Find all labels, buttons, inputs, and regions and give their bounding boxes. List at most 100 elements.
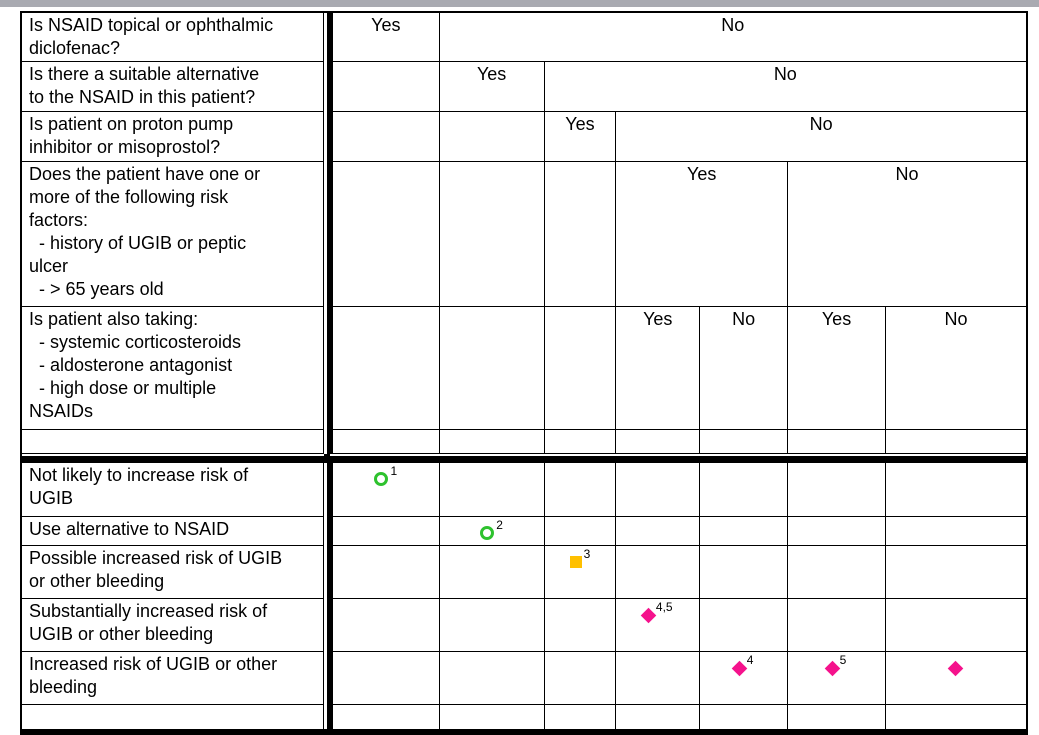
grid-cell-empty [327, 704, 440, 733]
marker-superscript: 4,5 [655, 600, 673, 615]
vertical-section-divider [323, 545, 331, 599]
outcome-row-4: Substantially increased risk of UGIB or … [20, 598, 1028, 652]
grid-cell-empty [327, 161, 440, 307]
question-row-3: Is patient on proton pump inhibitor or m… [20, 111, 1028, 162]
answer-no-cell: No [787, 161, 1028, 307]
grid-cell-empty [327, 111, 440, 162]
grid-cell-empty [543, 459, 617, 517]
diamond-marker-icon [640, 607, 657, 624]
grid-cell-empty [438, 459, 545, 517]
marker-cell: 5 [787, 651, 886, 705]
nsaid-ugib-decision-table: Is NSAID topical or ophthalmic diclofena… [20, 11, 1028, 735]
marker-superscript: 5 [839, 653, 847, 668]
answer-yes-cell: Yes [787, 306, 886, 430]
answer-no-cell: No [615, 111, 1028, 162]
grid-cell-empty [438, 704, 545, 733]
grid-cell-empty [438, 545, 545, 599]
vertical-section-divider [323, 61, 331, 112]
question-text: Is patient also taking: - systemic corti… [20, 306, 325, 430]
outcome-row-2: Use alternative to NSAID 2 [20, 516, 1028, 546]
grid-cell-empty [327, 429, 440, 454]
grid-cell-empty [699, 459, 789, 517]
answer-no-cell: No [699, 306, 789, 430]
question-text: Is there a suitable alternative to the N… [20, 61, 325, 112]
grid-cell-empty [438, 306, 545, 430]
outcome-label: Possible increased risk of UGIB or other… [20, 545, 325, 599]
grid-cell-empty [615, 459, 701, 517]
grid-cell-empty [327, 651, 440, 705]
answer-no-cell: No [885, 306, 1028, 430]
circle-marker-icon [480, 526, 495, 541]
grid-cell-empty [438, 429, 545, 454]
grid-cell-empty [787, 459, 886, 517]
vertical-section-divider [323, 429, 331, 454]
marker-cell: 4 [699, 651, 789, 705]
spacer-row [20, 704, 1028, 733]
marker-cell: 2 [438, 516, 545, 546]
diamond-marker-icon [947, 660, 963, 677]
spacer-row [20, 429, 1028, 454]
answer-no-cell: No [438, 11, 1028, 62]
outcome-row-5: Increased risk of UGIB or other bleeding… [20, 651, 1028, 705]
marker-cell [885, 651, 1028, 705]
outcome-label: Not likely to increase risk of UGIB [20, 459, 325, 517]
question-text: Does the patient have one or more of the… [20, 161, 325, 307]
question-row-4: Does the patient have one or more of the… [20, 161, 1028, 307]
grid-cell-empty [543, 306, 617, 430]
window-top-edge [0, 0, 1039, 7]
marker-superscript: 4 [746, 653, 754, 668]
grid-cell-empty [787, 516, 886, 546]
grid-cell-empty [885, 516, 1028, 546]
grid-cell-empty [327, 598, 440, 652]
grid-cell-empty [438, 111, 545, 162]
grid-cell-empty [699, 429, 789, 454]
question-text: Is NSAID topical or ophthalmic diclofena… [20, 11, 325, 62]
outcome-label: Use alternative to NSAID [20, 516, 325, 546]
diamond-marker-icon [731, 660, 748, 677]
vertical-section-divider [323, 306, 331, 430]
grid-cell-empty [327, 61, 440, 112]
outcome-label: Substantially increased risk of UGIB or … [20, 598, 325, 652]
grid-cell-empty [787, 704, 886, 733]
divider-segment [21, 452, 324, 463]
grid-cell-empty [885, 704, 1028, 733]
grid-cell-empty [885, 598, 1028, 652]
grid-cell-empty [615, 516, 701, 546]
marker-superscript: 3 [583, 547, 591, 562]
marker-cell: 3 [543, 545, 617, 599]
grid-cell-empty [543, 516, 617, 546]
answer-yes-cell: Yes [543, 111, 617, 162]
grid-cell-empty [438, 651, 545, 705]
grid-cell-empty [327, 306, 440, 430]
circle-marker-icon [374, 472, 389, 487]
vertical-section-divider [323, 651, 331, 705]
outcome-label: Increased risk of UGIB or other bleeding [20, 651, 325, 705]
divider-segment [330, 452, 1027, 463]
grid-cell-empty [699, 704, 789, 733]
grid-cell-empty [699, 545, 789, 599]
grid-cell-empty [699, 598, 789, 652]
grid-cell-empty [885, 459, 1028, 517]
vertical-section-divider [323, 598, 331, 652]
grid-cell-empty [615, 651, 701, 705]
outcome-row-1: Not likely to increase risk of UGIB 1 [20, 459, 1028, 517]
vertical-section-divider [323, 161, 331, 307]
grid-cell-empty [543, 161, 617, 307]
grid-cell-empty [20, 704, 325, 733]
grid-cell-empty [615, 704, 701, 733]
divider-segment [323, 452, 331, 463]
grid-cell-empty [438, 161, 545, 307]
grid-cell-empty [543, 598, 617, 652]
question-row-1: Is NSAID topical or ophthalmic diclofena… [20, 11, 1028, 62]
grid-cell-empty [699, 516, 789, 546]
answer-yes-cell: Yes [327, 11, 440, 62]
question-row-2: Is there a suitable alternative to the N… [20, 61, 1028, 112]
grid-cell-empty [327, 545, 440, 599]
grid-cell-empty [438, 598, 545, 652]
grid-cell-empty [615, 429, 701, 454]
diamond-marker-icon [824, 660, 840, 677]
marker-superscript: 2 [496, 518, 503, 533]
horizontal-section-divider [21, 452, 1027, 463]
vertical-section-divider [323, 459, 331, 517]
marker-superscript: 1 [390, 464, 398, 479]
